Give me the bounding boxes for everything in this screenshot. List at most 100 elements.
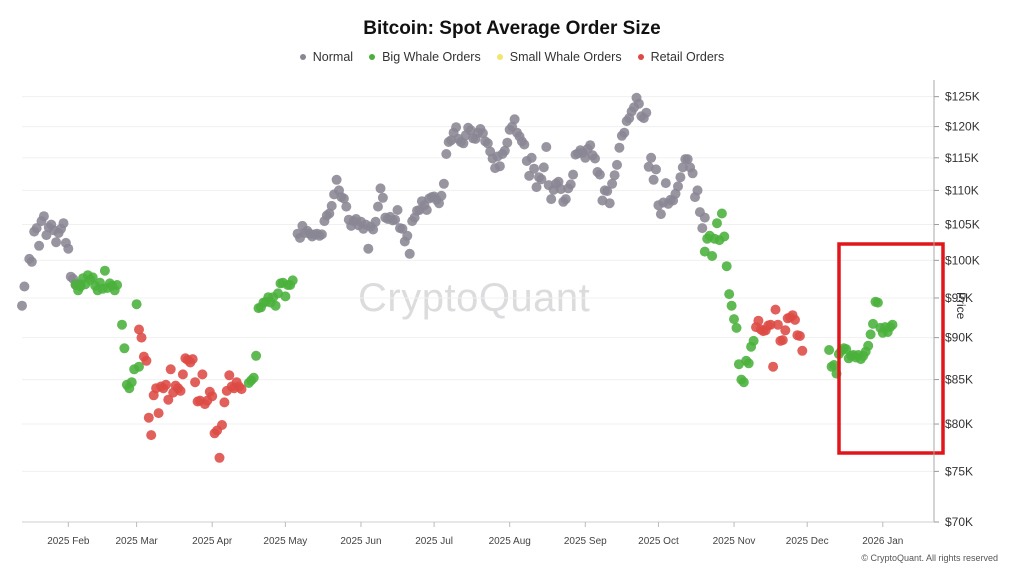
point-big-whale <box>829 360 839 370</box>
point-retail <box>765 319 776 330</box>
point-big-whale <box>731 322 742 333</box>
point-retail <box>165 364 176 375</box>
point-big-whale <box>721 261 732 272</box>
point-big-whale <box>87 272 98 283</box>
point-normal <box>619 127 630 138</box>
point-normal <box>451 122 462 133</box>
x-tick-label: 2026 Jan <box>862 536 903 547</box>
point-normal <box>555 184 566 195</box>
point-big-whale <box>112 280 123 290</box>
point-big-whale <box>134 361 144 372</box>
point-retail <box>772 319 783 330</box>
point-retail <box>197 369 208 380</box>
legend-item-big-whale[interactable]: Big Whale Orders <box>369 50 481 64</box>
point-big-whale <box>699 246 710 257</box>
point-retail <box>146 430 157 441</box>
point-normal <box>58 218 69 229</box>
point-retail <box>770 304 781 315</box>
point-normal <box>41 230 52 241</box>
point-big-whale <box>724 289 735 300</box>
legend-swatch-retail <box>637 54 644 60</box>
point-normal <box>26 256 37 267</box>
point-big-whale <box>270 300 281 311</box>
y-tick-label: $105K <box>945 218 980 232</box>
point-normal <box>502 137 513 148</box>
y-tick-label: $85K <box>945 373 973 387</box>
point-normal <box>538 162 549 173</box>
point-normal <box>655 209 666 220</box>
y-tick-label: $80K <box>945 417 973 431</box>
y-tick-label: $125K <box>945 90 980 104</box>
point-normal <box>17 300 27 311</box>
point-big-whale <box>729 314 739 325</box>
point-normal <box>614 142 625 153</box>
point-normal <box>341 201 352 212</box>
point-big-whale <box>743 358 754 369</box>
point-retail <box>207 391 218 402</box>
point-retail <box>160 379 171 390</box>
point-normal <box>541 142 552 152</box>
point-big-whale <box>738 377 749 388</box>
point-normal <box>51 237 62 248</box>
point-normal <box>441 149 452 159</box>
point-retail <box>797 345 808 356</box>
grid-lines <box>22 96 934 523</box>
point-big-whale <box>248 372 259 383</box>
point-retail <box>175 385 186 396</box>
point-big-whale <box>865 329 876 340</box>
point-normal <box>390 214 401 225</box>
point-normal <box>397 223 408 234</box>
point-normal <box>590 153 600 164</box>
point-normal <box>324 208 335 219</box>
point-retail <box>224 370 235 381</box>
legend-item-retail[interactable]: Retail Orders <box>637 50 725 64</box>
point-big-whale <box>99 265 110 276</box>
point-retail <box>190 377 201 388</box>
point-big-whale <box>119 343 130 354</box>
point-normal <box>529 163 540 174</box>
y-axis-title: Price <box>954 292 968 320</box>
legend-swatch-small-whale <box>496 54 503 60</box>
point-normal <box>524 170 535 181</box>
point-normal <box>682 154 693 165</box>
point-normal <box>63 243 74 254</box>
legend-swatch-big-whale <box>369 54 376 60</box>
point-normal <box>692 185 703 196</box>
point-normal <box>519 139 530 150</box>
legend-item-normal[interactable]: Normal <box>299 50 353 64</box>
point-normal <box>697 223 708 234</box>
point-normal <box>675 172 686 183</box>
point-normal <box>326 200 337 211</box>
point-retail <box>136 332 147 343</box>
point-normal <box>477 128 488 139</box>
point-retail <box>217 420 227 430</box>
point-big-whale <box>280 291 291 302</box>
legend-item-small-whale[interactable]: Small Whale Orders <box>496 50 622 64</box>
point-normal <box>546 194 557 205</box>
x-tick-label: 2025 Oct <box>638 536 679 547</box>
point-normal <box>646 152 657 163</box>
point-normal <box>565 179 576 190</box>
y-tick-label: $90K <box>945 331 973 345</box>
point-normal <box>494 161 505 172</box>
point-normal <box>421 205 432 215</box>
point-big-whale <box>712 218 722 229</box>
point-normal <box>458 138 469 149</box>
legend-label-retail: Retail Orders <box>650 50 725 64</box>
point-big-whale <box>868 318 878 329</box>
point-big-whale <box>126 377 137 388</box>
point-retail <box>153 408 164 419</box>
x-tick-label: 2025 Mar <box>115 536 158 547</box>
point-normal <box>651 164 661 175</box>
point-big-whale <box>287 275 298 286</box>
point-normal <box>607 178 618 189</box>
point-retail <box>777 335 788 346</box>
point-normal <box>402 230 413 241</box>
point-normal <box>499 145 510 156</box>
point-retail <box>143 412 154 423</box>
point-big-whale <box>716 208 727 219</box>
point-normal <box>660 178 671 189</box>
point-normal <box>612 159 622 170</box>
x-tick-label: 2025 Apr <box>192 536 233 547</box>
